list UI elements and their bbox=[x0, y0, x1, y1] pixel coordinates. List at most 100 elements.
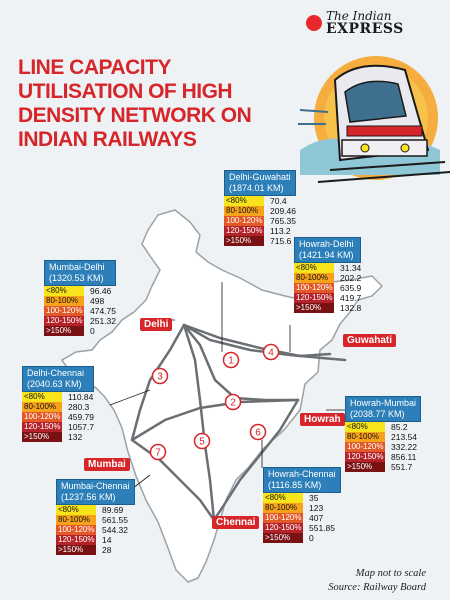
box-mumbai-delhi: Mumbai-Delhi (1320.53 KM) <80% 96.46 80-100%… bbox=[44, 260, 116, 336]
band-row: <80% 110.84 bbox=[22, 392, 94, 402]
band-label: 80-100% bbox=[294, 273, 334, 283]
route-line-howrah-mumbai bbox=[130, 398, 300, 442]
band-row: >150% 28 bbox=[56, 545, 135, 555]
box-howrah-delhi: Howrah-Delhi (1421.94 KM) <80% 31.34 80-100%… bbox=[294, 237, 362, 313]
band-row: <80% 70.4 bbox=[224, 196, 296, 206]
city-label-delhi: Delhi bbox=[140, 318, 173, 331]
band-row: >150% 715.6 bbox=[224, 236, 296, 246]
band-label: >150% bbox=[263, 533, 303, 543]
band-label: >150% bbox=[22, 432, 62, 442]
band-label: >150% bbox=[345, 462, 385, 472]
band-label: 80-100% bbox=[22, 402, 62, 412]
band-row: 80-100% 202.2 bbox=[294, 273, 361, 283]
band-row: >150% 551.7 bbox=[345, 462, 421, 472]
route-number-6: 6 bbox=[255, 428, 261, 439]
band-label: <80% bbox=[22, 392, 62, 402]
band-row: 120-150% 113.2 bbox=[224, 226, 296, 236]
band-value: 635.9 bbox=[340, 283, 362, 293]
band-label: <80% bbox=[294, 263, 334, 273]
route-name: Howrah-Delhi bbox=[299, 239, 354, 249]
route-marker-5 bbox=[193, 432, 211, 450]
band-label: 120-150% bbox=[56, 535, 96, 545]
band-value: 0 bbox=[309, 533, 314, 543]
route-header: Howrah-Chennai (1116.85 KM) bbox=[263, 467, 341, 493]
band-row: <80% 89.69 bbox=[56, 505, 135, 515]
band-value: 251.32 bbox=[90, 316, 116, 326]
band-value: 1057.7 bbox=[68, 422, 94, 432]
band-row: 100-120% 459.79 bbox=[22, 412, 94, 422]
route-marker-7 bbox=[149, 443, 167, 461]
band-value: 123 bbox=[309, 503, 324, 513]
route-header: Delhi-Chennai (2040.63 KM) bbox=[22, 366, 94, 392]
band-row: 100-120% 635.9 bbox=[294, 283, 361, 293]
route-line-6 bbox=[212, 398, 300, 522]
city-label-mumbai: Mumbai bbox=[84, 458, 130, 471]
band-label: 120-150% bbox=[22, 422, 62, 432]
band-row: 120-150% 1057.7 bbox=[22, 422, 94, 432]
route-marker-2 bbox=[224, 393, 242, 411]
band-value: 0 bbox=[90, 326, 95, 336]
title-line-2: UTILISATION OF HIGH bbox=[18, 80, 233, 103]
band-row: 100-120% 474.75 bbox=[44, 306, 116, 316]
band-value: 280.3 bbox=[68, 402, 90, 412]
route-line-4 bbox=[182, 323, 332, 358]
route-name: Howrah-Mumbai bbox=[350, 398, 417, 408]
band-label: 80-100% bbox=[345, 432, 385, 442]
band-label: 120-150% bbox=[44, 316, 84, 326]
band-label: 100-120% bbox=[22, 412, 62, 422]
band-row: 100-120% 544.32 bbox=[56, 525, 135, 535]
route-line-5 bbox=[182, 323, 216, 522]
band-label: 100-120% bbox=[263, 513, 303, 523]
route-marker-1 bbox=[222, 351, 240, 369]
route-header: Mumbai-Chennai (1237.56 KM) bbox=[56, 479, 135, 505]
band-value: 474.75 bbox=[90, 306, 116, 316]
band-label: >150% bbox=[44, 326, 84, 336]
box-howrah-mumbai: Howrah-Mumbai (2038.77 KM) <80% 85.2 80-100%… bbox=[345, 396, 422, 472]
band-label: 100-120% bbox=[294, 283, 334, 293]
band-value: 332.22 bbox=[391, 442, 417, 452]
band-row: >150% 0 bbox=[44, 326, 116, 336]
route-header: Howrah-Delhi (1421.94 KM) bbox=[294, 237, 362, 263]
route-marker-4 bbox=[262, 343, 280, 361]
route-length: (2038.77 KM) bbox=[350, 409, 405, 419]
band-label: >150% bbox=[294, 303, 334, 313]
band-value: 715.6 bbox=[270, 236, 292, 246]
route-length: (1237.56 KM) bbox=[61, 492, 116, 502]
band-value: 209.46 bbox=[270, 206, 296, 216]
route-length: (1320.53 KM) bbox=[49, 273, 104, 283]
band-value: 561.55 bbox=[102, 515, 128, 525]
route-length: (1116.85 KM) bbox=[268, 480, 322, 490]
band-value: 96.46 bbox=[90, 286, 112, 296]
route-marker-6 bbox=[249, 423, 267, 441]
band-row: 100-120% 407 bbox=[263, 513, 341, 523]
scale-note: Map not to scale bbox=[355, 568, 426, 579]
band-label: >150% bbox=[224, 236, 264, 246]
band-row: <80% 85.2 bbox=[345, 422, 421, 432]
band-value: 419.7 bbox=[340, 293, 362, 303]
band-label: 80-100% bbox=[263, 503, 303, 513]
band-label: <80% bbox=[44, 286, 84, 296]
band-row: 120-150% 856.11 bbox=[345, 452, 421, 462]
band-row: <80% 31.34 bbox=[294, 263, 361, 273]
route-number-4: 4 bbox=[268, 348, 274, 359]
band-row: 80-100% 498 bbox=[44, 296, 116, 306]
band-value: 544.32 bbox=[102, 525, 128, 535]
band-value: 31.34 bbox=[340, 263, 362, 273]
title-line-1: LINE CAPACITY bbox=[18, 56, 171, 79]
band-row: <80% 96.46 bbox=[44, 286, 116, 296]
route-name: Mumbai-Chennai bbox=[61, 481, 130, 491]
rail-routes bbox=[130, 323, 347, 522]
band-value: 89.69 bbox=[102, 505, 124, 515]
band-value: 132 bbox=[68, 432, 83, 442]
band-row: 100-120% 332.22 bbox=[345, 442, 421, 452]
city-label-guwahati: Guwahati bbox=[343, 334, 397, 347]
box-mumbai-chennai: Mumbai-Chennai (1237.56 KM) <80% 89.69 80-10… bbox=[56, 479, 135, 555]
route-header: Mumbai-Delhi (1320.53 KM) bbox=[44, 260, 116, 286]
band-label: 120-150% bbox=[294, 293, 334, 303]
route-name: Howrah-Chennai bbox=[268, 469, 336, 479]
page-title: LINE CAPACITY UTILISATION OF HIGH DENSIT… bbox=[18, 56, 288, 152]
route-header: Delhi-Guwahati (1874.01 KM) bbox=[224, 170, 296, 196]
band-value: 407 bbox=[309, 513, 324, 523]
brand-line-2: EXPRESS bbox=[326, 21, 404, 37]
